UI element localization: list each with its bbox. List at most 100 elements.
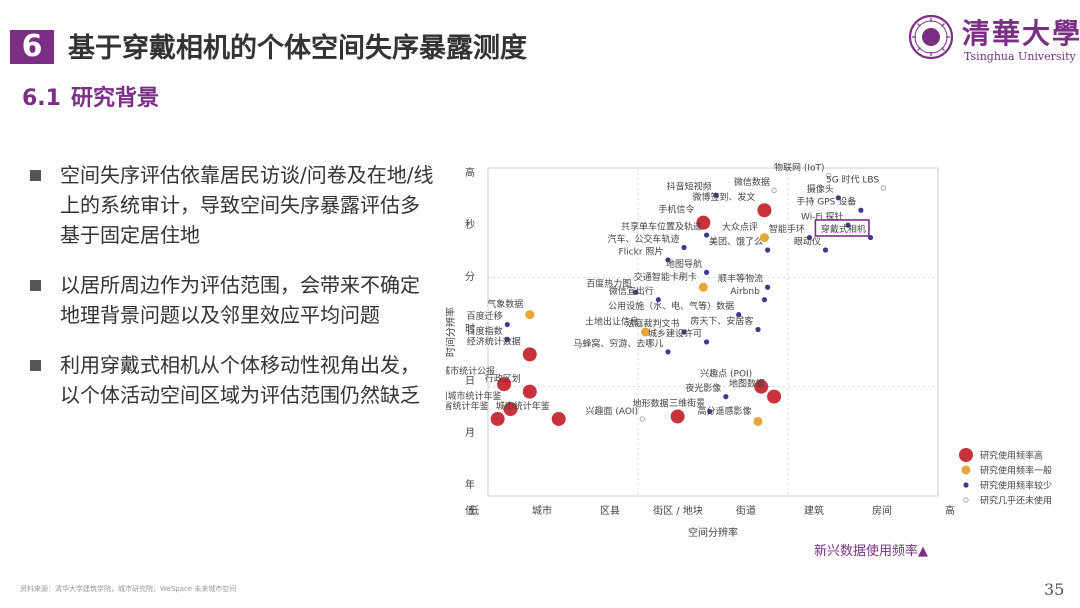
data-point xyxy=(703,339,710,345)
data-point xyxy=(707,408,713,415)
data-point-label: 抖音短视频 xyxy=(667,181,712,193)
data-point-label: 夜光影像 xyxy=(685,382,721,394)
data-point-label: 土地出让信息 xyxy=(585,316,639,328)
bullet-text: 以居所周边作为评估范围，会带来不确定地理背景问题以及邻里效应平均问题 xyxy=(60,273,420,327)
data-point xyxy=(880,185,886,191)
x-tick-label: 低 xyxy=(469,504,479,517)
data-point-label: 大众点评 xyxy=(722,221,758,233)
data-point-label: 气象数据 xyxy=(487,298,523,310)
data-point-label: 地形数据 xyxy=(633,397,669,409)
data-point-label: 手机信令 xyxy=(658,204,694,216)
y-tick-label-low: 低 xyxy=(465,504,475,517)
data-point xyxy=(765,284,771,290)
data-point-label: Flickr 照片 xyxy=(618,245,663,257)
data-frequency-chart: 低城市 区县 街区 / 地块 街道 建筑 房间 高空间分辨率年月日时分秒高低时间分辨率物联网… xyxy=(446,161,1052,539)
y-tick-label: 年 xyxy=(465,478,475,491)
legend-marker xyxy=(963,482,969,488)
data-point-label: 经济统计数据 xyxy=(467,335,521,347)
data-point xyxy=(806,234,813,241)
data-point xyxy=(753,416,763,426)
data-point xyxy=(665,257,671,263)
university-seal-icon xyxy=(908,14,954,60)
university-name-cn: 清華大學 xyxy=(962,17,1080,50)
data-point-label: 行政区划 xyxy=(485,373,521,385)
x-tick-label: 房间 xyxy=(872,504,892,517)
data-point-label: 百度热力图 xyxy=(586,278,631,290)
data-point-label: 百度迁移 xyxy=(467,310,503,322)
data-point xyxy=(858,207,864,213)
bullet-item: 空间失序评估依靠居民访谈/问卷及在地/线上的系统审计，导致空间失序暴露评估多基于… xyxy=(26,160,436,250)
data-point xyxy=(633,289,639,295)
x-tick-label: 高 xyxy=(945,504,955,517)
y-tick-label: 月 xyxy=(465,427,475,439)
data-point xyxy=(703,232,710,238)
data-point xyxy=(639,416,645,422)
x-tick-label: 区县 xyxy=(600,505,620,517)
highlight-box xyxy=(814,219,870,237)
bullet-item: 利用穿戴式相机从个体移动性视角出发，以个体活动空间区域为评估范围仍然缺乏 xyxy=(26,350,436,410)
data-point xyxy=(826,172,832,179)
legend-label: 研究使用频率较少 xyxy=(980,480,1052,492)
data-point xyxy=(655,297,661,303)
x-axis-label: 空间分辨率 xyxy=(688,526,738,539)
data-point xyxy=(755,326,761,333)
legend-label: 研究使用频率一般 xyxy=(980,465,1052,477)
data-point-label: 微信宜出行 xyxy=(609,285,654,297)
data-point xyxy=(765,247,771,253)
legend-marker xyxy=(961,465,971,475)
data-point xyxy=(835,195,841,201)
data-point xyxy=(670,409,685,424)
y-tick-label: 秒 xyxy=(465,218,475,231)
data-point xyxy=(723,394,729,400)
data-point-label: 交通智能卡刷卡 xyxy=(634,271,697,283)
data-point-label: 马蜂窝、穷游、去哪儿 xyxy=(573,337,663,349)
data-point xyxy=(696,215,711,230)
chart-caption: 新兴数据使用频率▲ xyxy=(814,544,928,559)
x-tick-label: 街道 xyxy=(736,504,756,517)
data-point xyxy=(522,384,537,399)
data-point xyxy=(497,377,512,392)
data-point xyxy=(665,349,671,355)
university-logo: 清華大學 Tsinghua University xyxy=(908,12,1080,66)
data-point-label: 摄像头 xyxy=(807,183,834,195)
data-point-label: 物联网 (IoT) xyxy=(774,161,825,173)
data-point-label: 眼动仪 xyxy=(794,236,821,247)
data-point xyxy=(681,329,687,335)
data-point-label: 法庭裁判文书 xyxy=(625,317,679,329)
y-tick-label: 时 xyxy=(465,323,475,335)
data-point xyxy=(736,312,742,318)
data-point-label: 房天下、安居客 xyxy=(690,315,753,327)
page-number: 35 xyxy=(1044,580,1065,599)
data-point xyxy=(504,336,510,343)
data-point-label: 手持 GPS 设备 xyxy=(796,196,856,208)
data-point-label: 智能手环 xyxy=(769,223,805,235)
data-point xyxy=(522,347,537,362)
data-point-label: 中国城市统计年鉴 xyxy=(446,390,502,402)
data-point-label: 三维街景 xyxy=(669,397,705,409)
data-point-label: 顺丰等物流 xyxy=(718,273,763,285)
x-tick-label: 街区 / 地块 xyxy=(653,504,703,517)
data-point xyxy=(504,321,510,328)
bullet-square-icon xyxy=(30,360,41,371)
subsection-label: 研究背景 xyxy=(70,86,159,111)
data-point xyxy=(771,187,777,193)
data-point xyxy=(490,411,505,426)
data-point-label: 公用设施（水、电、气等）数据 xyxy=(608,300,734,312)
data-point xyxy=(713,192,719,198)
data-point-label: 省统计年鉴 xyxy=(446,400,489,412)
data-point-label: 兴趣点 (POI) xyxy=(700,368,752,380)
data-point-label: 汽车、公交车轨迹 xyxy=(607,233,679,245)
data-point xyxy=(754,379,769,394)
data-point-label: 微博签到、发文 xyxy=(692,191,755,203)
data-point xyxy=(703,269,710,275)
subsection-title: 6.1 研究背景 xyxy=(22,80,159,112)
x-tick-label: 城市 xyxy=(532,504,552,517)
data-point-label: Airbnb xyxy=(730,287,760,297)
x-tick-label: 建筑 xyxy=(804,504,824,517)
data-point xyxy=(759,233,769,243)
data-point-label: 兴趣面 (AOI) xyxy=(585,405,638,417)
data-point xyxy=(761,297,768,303)
data-point-label: 百度指数 xyxy=(467,325,503,337)
data-point xyxy=(503,402,518,417)
legend-label: 研究几乎还未使用 xyxy=(980,495,1052,507)
